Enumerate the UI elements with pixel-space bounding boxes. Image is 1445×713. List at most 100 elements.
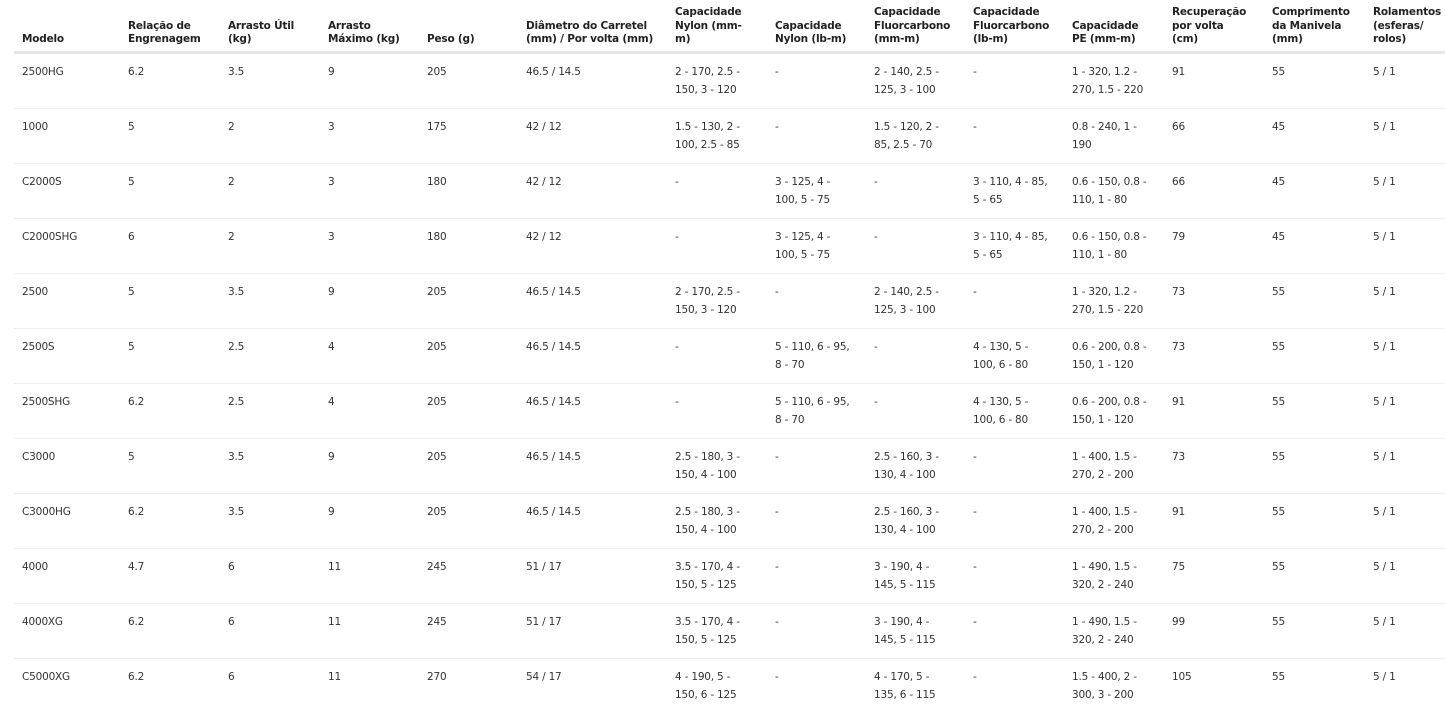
table-cell: 42 / 12	[518, 163, 667, 219]
table-cell: 1.5 - 400, 2 - 300, 3 - 200	[1072, 670, 1137, 701]
column-header: Modelo	[14, 0, 120, 54]
table-cell: 3.5 - 170, 4 - 150, 5 - 125	[667, 548, 767, 604]
table-cell: -	[667, 383, 767, 439]
table-cell: 205	[419, 438, 518, 494]
table-cell: 1.5 - 120, 2 - 85, 2.5 - 70	[866, 108, 965, 164]
table-cell: 3 - 190, 4 - 145, 5 - 115	[866, 548, 965, 604]
table-cell: 180	[419, 218, 518, 274]
table-cell: -	[767, 108, 866, 164]
table-cell: -	[866, 218, 965, 274]
table-cell: 2500	[14, 273, 120, 329]
table-cell: 0.6 - 150, 0.8 - 110, 1 - 80	[1064, 218, 1164, 274]
table-cell: -	[866, 163, 965, 219]
table-cell: 2.5 - 180, 3 - 150, 4 - 100	[667, 438, 767, 494]
table-cell: 1 - 400, 1.5 - 270, 2 - 200	[1064, 438, 1164, 494]
column-header: Comprimento da Manivela (mm)	[1264, 0, 1365, 54]
table-cell: 5	[120, 438, 220, 494]
column-header: Recuperação por volta (cm)	[1164, 0, 1264, 54]
table-cell: -	[965, 548, 1064, 604]
table-cell: 54 / 17	[526, 670, 562, 683]
table-cell: 5	[120, 163, 220, 219]
table-cell: 3.5	[220, 493, 320, 549]
table-row: 2500 5 3.5 9 205 46.5 / 14.5 2 - 170, 2.5 - 15…	[14, 273, 1445, 329]
table-cell: -	[775, 670, 779, 683]
table-cell: 5 / 1	[1365, 383, 1445, 439]
table-cell: 4 - 130, 5 - 100, 6 - 80	[965, 328, 1064, 384]
table-cell: -	[667, 218, 767, 274]
table-cell: 2500S	[14, 328, 120, 384]
table-cell: 2.5 - 180, 3 - 150, 4 - 100	[667, 493, 767, 549]
table-cell: 2	[220, 218, 320, 274]
table-cell: 205	[419, 383, 518, 439]
column-header: Diâmetro do Carretel (mm) / Por volta (m…	[518, 0, 667, 54]
table-cell: -	[965, 52, 1064, 109]
table-row: 2500HG 6.2 3.5 9 205 46.5 / 14.5 2 - 170, 2.5 …	[14, 52, 1445, 109]
table-cell: 55	[1264, 383, 1365, 439]
table-cell: 51 / 17	[518, 548, 667, 604]
table-cell: 4 - 190, 5 - 150, 6 - 125	[675, 670, 737, 701]
column-header: Peso (g)	[419, 0, 518, 54]
table-cell: 42 / 12	[518, 218, 667, 274]
column-header: Arrasto Útil (kg)	[220, 0, 320, 54]
table-cell: 175	[419, 108, 518, 164]
table-cell: 45	[1264, 218, 1365, 274]
table-cell: 55	[1264, 438, 1365, 494]
table-cell: 6.2	[128, 670, 145, 683]
table-cell: 4.7	[120, 548, 220, 604]
table-cell: 46.5 / 14.5	[518, 383, 667, 439]
table-cell: -	[667, 328, 767, 384]
table-cell: 6.2	[120, 52, 220, 109]
table-cell: 91	[1164, 383, 1264, 439]
table-cell: 2500HG	[14, 52, 120, 109]
table-cell: 55	[1264, 328, 1365, 384]
table-cell: 5 / 1	[1365, 603, 1445, 659]
table-cell: 2 - 170, 2.5 - 150, 3 - 120	[667, 52, 767, 109]
table-cell: 5 / 1	[1365, 163, 1445, 219]
table-cell: -	[973, 670, 977, 683]
table-cell: 2.5 - 160, 3 - 130, 4 - 100	[866, 493, 965, 549]
table-cell: 55	[1264, 493, 1365, 549]
table-cell: 75	[1164, 548, 1264, 604]
table-cell: 5 / 1	[1373, 670, 1396, 683]
table-cell: C3000	[14, 438, 120, 494]
reel-specs-table: Modelo Relação de Engrenagem Arrasto Útil …	[14, 0, 1445, 713]
table-cell: 45	[1264, 108, 1365, 164]
table-cell: 4	[320, 383, 419, 439]
table-cell: 2500SHG	[14, 383, 120, 439]
column-header: Arrasto Máximo (kg)	[320, 0, 419, 54]
table-cell: -	[767, 52, 866, 109]
table-cell: 45	[1264, 163, 1365, 219]
table-cell: 5 / 1	[1365, 438, 1445, 494]
table-cell: 3.5	[220, 438, 320, 494]
table-cell: 6	[120, 218, 220, 274]
table-cell: 66	[1164, 108, 1264, 164]
table-cell: 6.2	[120, 383, 220, 439]
column-header: Capacidade Nylon (lb-m)	[767, 0, 866, 54]
table-cell: 3	[320, 163, 419, 219]
table-cell: 2 - 170, 2.5 - 150, 3 - 120	[667, 273, 767, 329]
table-cell: 205	[419, 328, 518, 384]
table-cell: 180	[419, 163, 518, 219]
table-cell: -	[965, 493, 1064, 549]
table-cell: 5	[120, 108, 220, 164]
table-cell: 1 - 490, 1.5 - 320, 2 - 240	[1064, 603, 1164, 659]
table-cell: 3 - 110, 4 - 85, 5 - 65	[965, 163, 1064, 219]
table-cell: 11	[320, 603, 419, 659]
table-cell: 55	[1264, 603, 1365, 659]
column-header: Capacidade Fluorcarbono (mm-m)	[866, 0, 965, 54]
table-cell: -	[965, 108, 1064, 164]
table-cell: 73	[1164, 273, 1264, 329]
table-cell: 5	[120, 328, 220, 384]
table-cell: 4 - 130, 5 - 100, 6 - 80	[965, 383, 1064, 439]
table-cell: 9	[320, 273, 419, 329]
table-cell: 5 / 1	[1365, 548, 1445, 604]
table-cell: 105	[1172, 670, 1192, 683]
table-cell: -	[965, 438, 1064, 494]
table-cell: 1 - 320, 1.2 - 270, 1.5 - 220	[1064, 52, 1164, 109]
table-cell: C2000S	[14, 163, 120, 219]
table-cell: 3.5 - 170, 4 - 150, 5 - 125	[667, 603, 767, 659]
table-cell: 2 - 140, 2.5 - 125, 3 - 100	[866, 273, 965, 329]
table-cell: 0.8 - 240, 1 - 190	[1064, 108, 1164, 164]
table-cell: 55	[1264, 273, 1365, 329]
table-row: 2500S 5 2.5 4 205 46.5 / 14.5-5 - 110, 6 - 95…	[14, 328, 1445, 384]
